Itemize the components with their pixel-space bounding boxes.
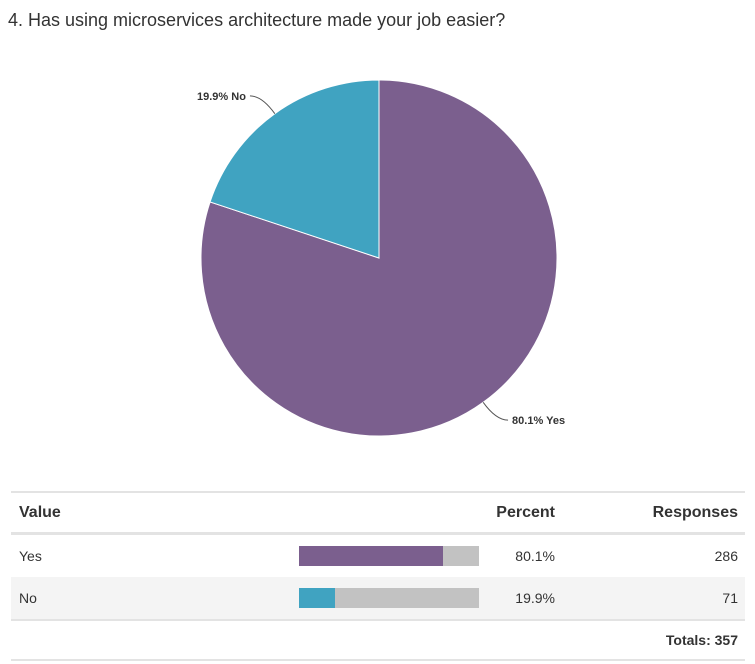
table-row: No 19.9% 71 bbox=[11, 577, 745, 621]
pie-chart: 80.1% Yes 19.9% No bbox=[197, 79, 565, 437]
pie-slice-no bbox=[209, 79, 380, 259]
table-row: Yes 80.1% 286 bbox=[11, 535, 745, 577]
question-title: 4. Has using microservices architecture … bbox=[8, 10, 506, 30]
percent-bar-fill bbox=[299, 588, 335, 608]
percent-bar bbox=[299, 588, 479, 608]
header-percent: Percent bbox=[496, 503, 555, 521]
percent-bar-fill bbox=[299, 546, 444, 566]
pie-slice-yes bbox=[200, 79, 558, 437]
header-responses: Responses bbox=[652, 503, 738, 521]
label-leader-line bbox=[249, 95, 276, 114]
totals-row: Totals: 357 bbox=[11, 621, 745, 661]
totals: Totals: 357 bbox=[665, 632, 738, 648]
results-table: Value Percent Responses Yes 80.1% 286 No… bbox=[11, 491, 745, 661]
pie-label: 19.9% No bbox=[197, 91, 246, 103]
row-value: No bbox=[19, 590, 37, 606]
row-responses: 71 bbox=[722, 590, 738, 606]
row-value: Yes bbox=[19, 548, 42, 564]
pie-label: 80.1% Yes bbox=[512, 415, 565, 427]
table-header: Value Percent Responses bbox=[11, 493, 745, 535]
label-leader-line bbox=[482, 402, 509, 421]
percent-bar bbox=[299, 546, 479, 566]
row-responses: 286 bbox=[714, 548, 738, 564]
row-percent: 19.9% bbox=[515, 590, 555, 606]
row-percent: 80.1% bbox=[515, 548, 555, 564]
header-value: Value bbox=[19, 503, 61, 521]
